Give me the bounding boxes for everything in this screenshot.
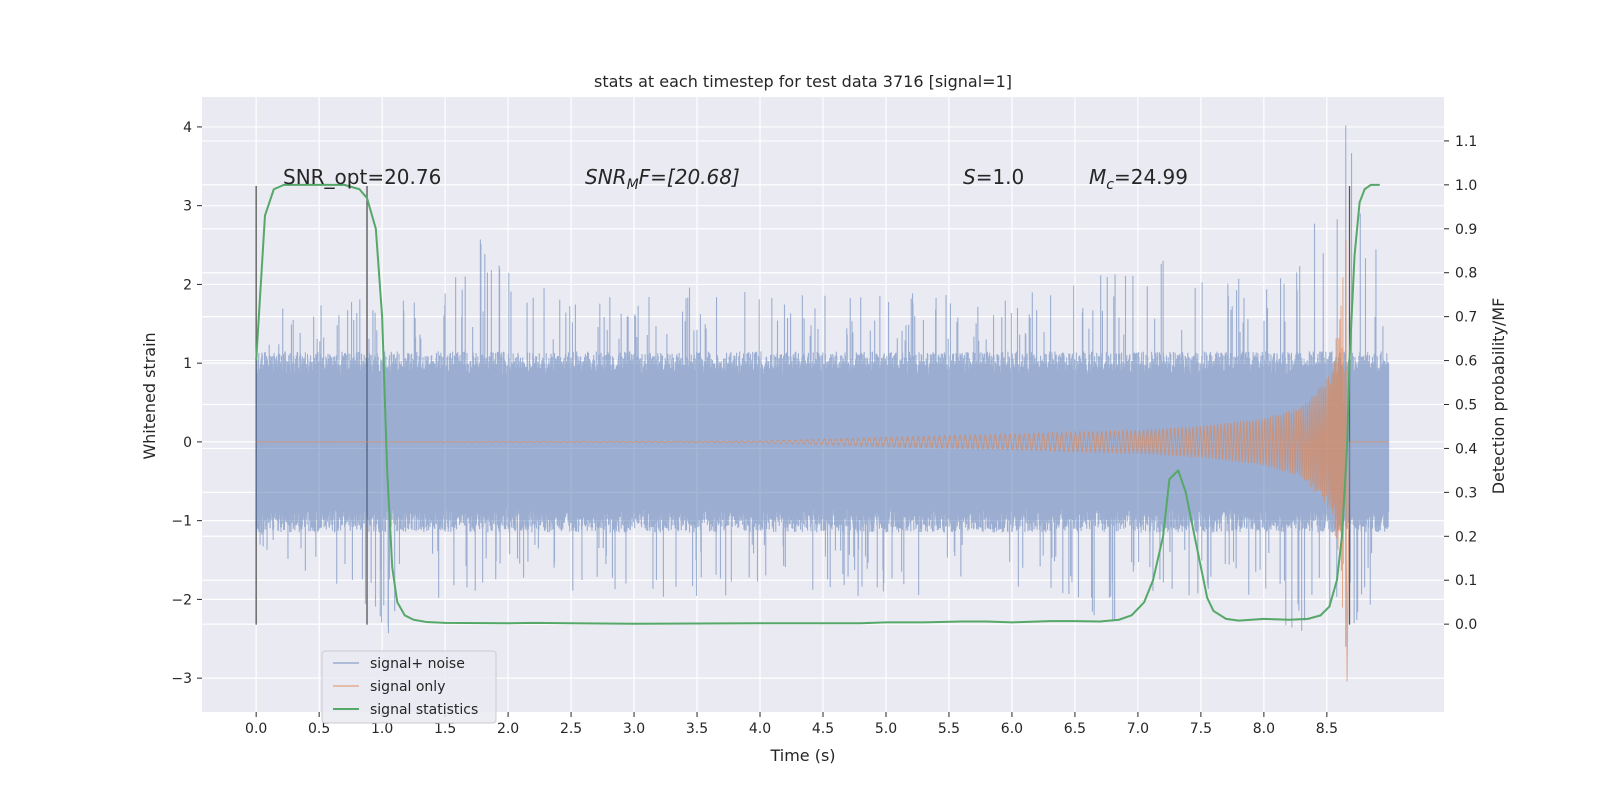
series-signal-only <box>256 239 1389 682</box>
x-tick-label-13: 6.5 <box>1064 721 1086 737</box>
y-tick-label-1: −2 <box>171 592 192 608</box>
x-tick-label-1: 0.5 <box>308 721 330 737</box>
chart-title: stats at each timestep for test data 371… <box>594 72 1012 91</box>
signal-statistics-line <box>255 183 1380 625</box>
x-tick-label-7: 3.5 <box>686 721 708 737</box>
y-right-tick-label-1: 0.1 <box>1455 573 1477 589</box>
x-tick-label-16: 8.0 <box>1253 721 1275 737</box>
legend: signal+ noise signal only signal statist… <box>321 650 497 724</box>
x-tick-label-9: 4.5 <box>812 721 834 737</box>
legend-label-signal-only: signal only <box>370 679 445 695</box>
annotation-mc: Mc=24.99 <box>1089 165 1188 193</box>
y-axis-ticks: −3 −2 −1 0 1 2 3 4 <box>171 120 202 687</box>
x-tick-label-6: 3.0 <box>623 721 645 737</box>
y-tick-label-6: 3 <box>183 199 192 215</box>
x-axis-ticks: 0.0 0.5 1.0 1.5 2.0 2.5 3.0 3.5 4.0 4.5 5.0 5.5 6.0 6… <box>245 712 1338 737</box>
y-tick-label-2: −1 <box>171 514 192 530</box>
x-tick-label-8: 4.0 <box>749 721 771 737</box>
x-tick-label-12: 6.0 <box>1001 721 1023 737</box>
annotation-snr-opt: SNR_opt=20.76 <box>283 165 441 189</box>
y-right-tick-label-11: 1.1 <box>1455 134 1477 150</box>
y-right-tick-label-6: 0.6 <box>1455 354 1477 370</box>
y-right-tick-label-9: 0.9 <box>1455 222 1477 238</box>
annotation-mc-sub: c <box>1106 177 1114 193</box>
y-tick-label-3: 0 <box>183 435 192 451</box>
legend-box <box>321 650 497 724</box>
x-tick-label-2: 1.0 <box>371 721 393 737</box>
y-right-tick-label-2: 0.2 <box>1455 529 1477 545</box>
annotation-s: S=1.0 <box>963 165 1024 189</box>
y-right-tick-label-10: 1.0 <box>1455 178 1477 194</box>
x-tick-label-10: 5.0 <box>875 721 897 737</box>
y-right-tick-label-3: 0.3 <box>1455 485 1477 501</box>
y-right-tick-label-0: 0.0 <box>1455 617 1477 633</box>
series-signal-statistics <box>255 183 1380 625</box>
x-tick-label-0: 0.0 <box>245 721 267 737</box>
y-tick-label-5: 2 <box>183 277 192 293</box>
annotation-mc-rest: =24.99 <box>1114 165 1188 189</box>
annotation-snr-mf: SNRMF=[20.68] <box>585 165 740 193</box>
y-tick-label-0: −3 <box>171 671 192 687</box>
annotation-snr-mf-sub: M <box>627 177 639 193</box>
x-tick-label-3: 1.5 <box>434 721 456 737</box>
x-tick-label-15: 7.5 <box>1190 721 1212 737</box>
x-tick-label-14: 7.0 <box>1127 721 1149 737</box>
y-right-axis-label: Detection probability/MF <box>1489 298 1508 495</box>
y-axis-label: Whitened strain <box>140 332 159 459</box>
annotation-s-italic: S <box>963 165 976 189</box>
x-axis-label: Time (s) <box>769 746 835 765</box>
legend-label-signal-noise: signal+ noise <box>370 656 465 672</box>
x-tick-label-4: 2.0 <box>497 721 519 737</box>
x-tick-label-5: 2.5 <box>560 721 582 737</box>
annotation-s-rest: =1.0 <box>976 165 1025 189</box>
x-tick-label-11: 5.5 <box>938 721 960 737</box>
y-tick-label-7: 4 <box>183 120 192 136</box>
legend-label-signal-statistics: signal statistics <box>370 702 478 718</box>
y-right-tick-label-5: 0.5 <box>1455 398 1477 414</box>
annotation-mc-italic: M <box>1089 165 1106 189</box>
y-tick-label-4: 1 <box>183 356 192 372</box>
annotation-snr-mf-base: SNR <box>585 165 627 189</box>
y-right-tick-label-8: 0.8 <box>1455 266 1477 282</box>
y-right-tick-label-4: 0.4 <box>1455 441 1477 457</box>
y-right-tick-label-7: 0.7 <box>1455 310 1477 326</box>
annotation-snr-mf-rest: F=[20.68] <box>639 165 740 189</box>
signal-only-line <box>256 239 1389 682</box>
y-right-axis-ticks: 0.0 0.1 0.2 0.3 0.4 0.5 0.6 0.7 0.8 0.9 1.0 1.1 <box>1444 134 1477 633</box>
x-tick-label-17: 8.5 <box>1316 721 1338 737</box>
